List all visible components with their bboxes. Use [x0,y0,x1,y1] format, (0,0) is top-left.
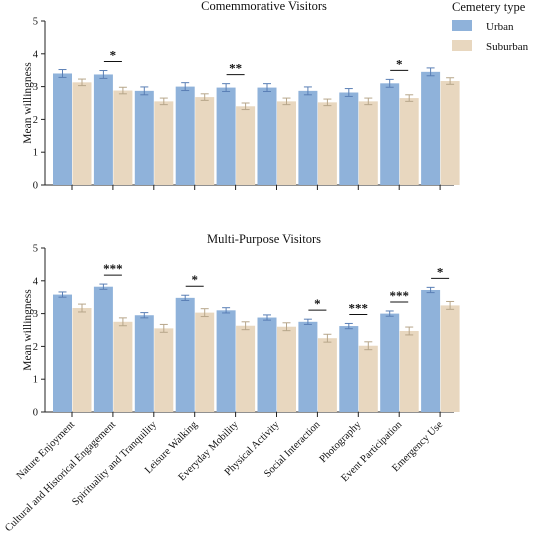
y-tick-label: 1 [33,148,38,159]
significance-label: * [396,56,403,71]
bar-suburban-cultural-and-historical-engagement [113,90,133,185]
y-tick-label: 0 [33,181,38,192]
significance-label: * [314,296,321,311]
significance-label: * [191,272,198,287]
y-axis-label: Mean willingness [22,62,34,144]
y-tick-label: 3 [33,82,38,93]
legend: Cemetery type Urban Suburban [452,0,529,53]
bar-urban-nature-enjoyment [53,294,72,412]
bar-suburban-photography [358,101,378,185]
chart-title: Multi-Purpose Visitors [207,232,321,246]
bar-urban-spirituality-and-tranquility [134,315,154,412]
bar-urban-physical-activity [257,317,277,412]
bar-suburban-nature-enjoyment [72,82,92,185]
bar-urban-spirituality-and-tranquility [134,90,154,185]
bar-urban-event-participation [380,83,400,185]
legend-label-suburban: Suburban [486,41,529,53]
bar-urban-photography [339,92,359,185]
y-tick-label: 2 [33,342,38,353]
significance-label: *** [103,261,123,276]
bar-urban-everyday-mobility [216,310,236,412]
significance-label: *** [389,288,409,303]
chart-panel-commemorative: Comemmorative Visitors 0 1 2 3 4 5 Mean willing… [22,0,460,192]
legend-label-urban: Urban [486,21,514,33]
bar-suburban-event-participation [399,330,419,412]
y-tick-label: 3 [33,309,38,320]
bar-suburban-event-participation [399,98,419,185]
bar-urban-social-interaction [298,90,318,185]
bar-suburban-cultural-and-historical-engagement [113,321,133,412]
legend-swatch-urban [452,20,472,31]
legend-title: Cemetery type [452,0,526,14]
significance-label: * [437,264,444,279]
bar-urban-photography [339,326,359,412]
bar-urban-event-participation [380,313,400,412]
bar-suburban-everyday-mobility [236,106,256,185]
bar-urban-leisure-walking [175,86,195,185]
bar-suburban-social-interaction [317,338,337,412]
bar-suburban-physical-activity [277,101,296,185]
significance-label: * [110,48,117,63]
bar-suburban-leisure-walking [195,312,215,412]
bar-urban-nature-enjoyment [53,73,72,185]
y-tick-label: 5 [33,17,38,28]
legend-swatch-suburban [452,40,472,51]
bar-suburban-emergency-use [440,81,460,185]
bar-urban-leisure-walking [175,297,195,412]
y-tick-label: 1 [33,375,38,386]
bar-suburban-leisure-walking [195,97,215,185]
bar-suburban-nature-enjoyment [72,308,92,412]
significance-label: ** [229,61,242,76]
bar-suburban-social-interaction [317,102,337,185]
y-tick-label: 2 [33,115,38,126]
bar-urban-social-interaction [298,321,318,412]
bar-suburban-spirituality-and-tranquility [154,101,174,185]
bar-suburban-photography [358,345,378,412]
x-tick-label-spirituality-and-tranquility: Spirituality and Tranquility [70,419,159,508]
y-axis-label: Mean willingness [22,289,34,371]
bar-suburban-emergency-use [440,305,460,412]
bar-urban-physical-activity [257,87,277,185]
chart-panel-multipurpose: Multi-Purpose Visitors 0 1 2 3 4 5 Mean willing… [3,232,460,534]
bar-urban-cultural-and-historical-engagement [93,74,113,185]
significance-label: *** [349,300,369,315]
bar-suburban-physical-activity [277,326,296,412]
bar-suburban-everyday-mobility [236,325,256,412]
y-tick-label: 0 [33,408,38,419]
chart-title: Comemmorative Visitors [201,0,327,13]
bar-urban-emergency-use [421,71,441,185]
bar-urban-everyday-mobility [216,87,236,185]
bar-urban-cultural-and-historical-engagement [93,286,113,412]
y-tick-label: 5 [33,244,38,255]
y-tick-label: 4 [33,49,39,60]
bar-suburban-spirituality-and-tranquility [154,328,174,412]
bar-urban-emergency-use [421,289,441,412]
y-tick-label: 4 [33,276,39,287]
